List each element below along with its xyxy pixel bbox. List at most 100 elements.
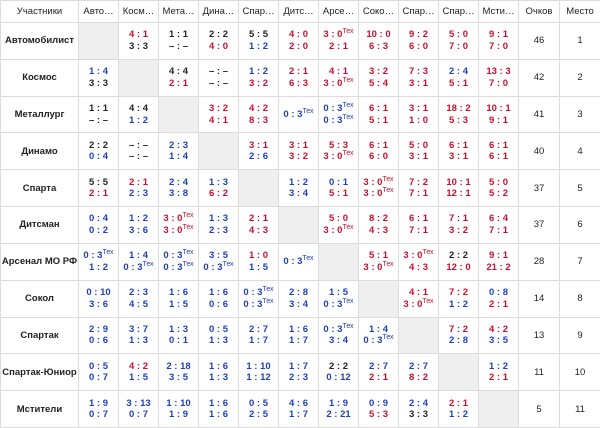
score-value: – : –: [208, 77, 228, 89]
score-line: 3 : 0Тех: [160, 224, 198, 237]
score-value: 3 : 0: [363, 261, 383, 273]
technical-result-mark: Тех: [382, 187, 394, 195]
place-value: 4: [559, 132, 600, 171]
column-header[interactable]: Спар…: [438, 0, 479, 23]
score-value: 4 : 1: [128, 29, 148, 41]
score-line: 7 : 1: [400, 225, 438, 237]
score-value: 2 : 1: [128, 176, 148, 188]
score-value: 7 : 0: [488, 40, 508, 52]
score-line: 1 : 3: [200, 213, 238, 225]
score-line: 3 : 0Тех: [160, 212, 198, 225]
score-value: 10 : 1: [486, 103, 511, 115]
score-value: 0 : 3: [323, 298, 343, 310]
score-line: 13 : 3: [480, 66, 518, 78]
score-line: 2 : 2: [200, 29, 238, 41]
column-header[interactable]: Мсти…: [478, 0, 519, 23]
score-value: 2 : 1: [368, 372, 388, 384]
score-cell: 0 : 10 3 : 6: [78, 279, 119, 318]
score-line: 0 : 8: [480, 287, 518, 299]
score-line: 0 : 3Тех: [80, 249, 118, 262]
score-cell: 2 : 18 3 : 5: [158, 353, 199, 392]
score-value: 3 : 2: [448, 224, 468, 236]
self-match-cell: [158, 95, 199, 134]
score-value: 1 : 5: [328, 287, 348, 299]
score-line: 0 : 7: [80, 409, 118, 421]
score-value: 1 : 7: [288, 409, 308, 421]
column-header[interactable]: Авто…: [78, 0, 119, 23]
score-line: 4 : 5: [120, 299, 158, 311]
score-line: 4 : 4: [120, 103, 158, 115]
score-line: 1 : 1: [160, 29, 198, 41]
score-line: 3 : 3: [400, 409, 438, 421]
column-header[interactable]: Дитс…: [278, 0, 319, 23]
technical-result-mark: Тех: [342, 322, 354, 330]
score-value: 2 : 1: [248, 213, 268, 225]
score-line: 3 : 1: [280, 140, 318, 152]
score-value: 1 : 2: [248, 40, 268, 52]
score-value: 2 : 5: [248, 409, 268, 421]
score-value: 6 : 3: [368, 40, 388, 52]
score-line: 3 : 2: [280, 151, 318, 163]
score-value: 5 : 0: [328, 213, 348, 225]
score-value: 3 : 1: [408, 103, 428, 115]
score-line: 3 : 1: [400, 78, 438, 90]
column-header[interactable]: Арсе…: [318, 0, 359, 23]
score-value: 0 : 6: [208, 298, 228, 310]
score-value: – : –: [208, 66, 228, 78]
score-line: 7 : 0: [440, 41, 478, 53]
score-value: 1 : 3: [168, 323, 188, 335]
score-value: 3 : 0: [323, 29, 343, 41]
score-line: 2 : 3: [160, 140, 198, 152]
score-value: 0 : 1: [168, 335, 188, 347]
points-value: 13: [518, 316, 560, 355]
score-line: 3 : 0Тех: [360, 176, 398, 189]
score-line: 2 : 7: [400, 361, 438, 373]
score-line: 2 : 3: [200, 225, 238, 237]
score-value: 1 : 3: [208, 335, 228, 347]
score-line: 0 : 3Тех: [320, 298, 358, 311]
column-header[interactable]: Мета…: [158, 0, 199, 23]
score-value: 4 : 0: [288, 29, 308, 41]
score-line: 12 : 1: [440, 188, 478, 200]
points-value: 41: [518, 95, 560, 134]
column-header[interactable]: Соко…: [358, 0, 399, 23]
score-line: 2 : 2: [440, 250, 478, 262]
score-line: 1 : 6: [200, 409, 238, 421]
column-header[interactable]: Спар…: [398, 0, 439, 23]
score-line: 1 : 6: [200, 287, 238, 299]
self-match-cell: [318, 242, 359, 281]
score-line: 4 : 0: [280, 29, 318, 41]
column-header[interactable]: Косм…: [118, 0, 159, 23]
score-line: 10 : 1: [440, 177, 478, 189]
column-header[interactable]: Спар…: [238, 0, 279, 23]
score-line: 6 : 1: [480, 151, 518, 163]
score-line: 0 : 3Тех: [280, 108, 318, 121]
team-name: Космос: [0, 58, 79, 97]
score-value: 5 : 0: [488, 176, 508, 188]
score-line: 2 : 1: [120, 176, 158, 189]
technical-result-mark: Тех: [342, 113, 354, 121]
score-line: 1 : 2: [120, 115, 158, 127]
score-line: 0 : 9: [360, 398, 398, 410]
score-value: 0 : 3: [283, 256, 303, 268]
score-line: 7 : 1: [400, 188, 438, 200]
column-header[interactable]: Дина…: [198, 0, 239, 23]
score-value: 5 : 5: [88, 176, 108, 188]
score-value: 4 : 1: [328, 66, 348, 78]
score-value: 4 : 0: [208, 40, 228, 52]
